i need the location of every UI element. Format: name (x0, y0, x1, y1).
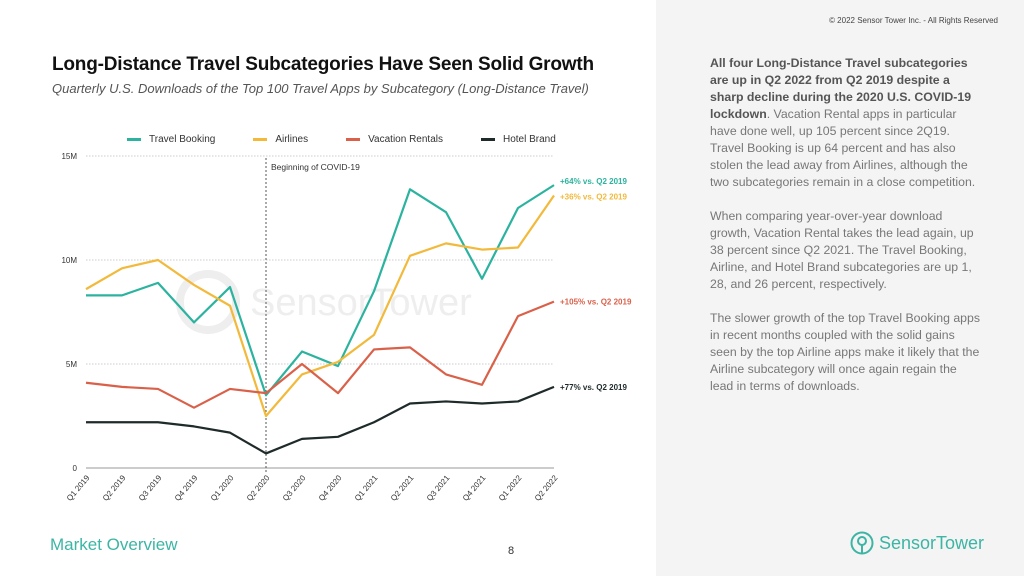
legend-item: Airlines (253, 134, 308, 145)
x-tick-label: Q3 2019 (137, 473, 164, 503)
x-tick-label: Q2 2019 (101, 473, 128, 503)
legend-item: Hotel Brand (480, 134, 556, 145)
x-tick-label: Q2 2020 (245, 473, 272, 503)
series-end-label: +77% vs. Q2 2019 (560, 383, 627, 392)
series-end-label: +36% vs. Q2 2019 (560, 193, 627, 202)
paragraph-3: The slower growth of the top Travel Book… (710, 311, 980, 393)
y-tick-label: 5M (66, 360, 77, 369)
x-tick-label: Q1 2021 (353, 473, 380, 503)
sensor-tower-logo: SensorTower (850, 531, 984, 555)
x-tick-label: Q1 2020 (209, 473, 236, 503)
series-end-label: +105% vs. Q2 2019 (560, 298, 632, 307)
paragraph-1-rest: . Vacation Rental apps in particular hav… (710, 107, 976, 189)
paragraph-2: When comparing year-over-year download g… (710, 209, 974, 291)
x-tick-label: Q3 2020 (281, 473, 308, 503)
chart-legend: Travel Booking Airlines Vacation Rentals Ho… (127, 134, 594, 145)
paragraph-1: All four Long-Distance Travel subcategor… (710, 55, 980, 191)
series-end-label: +64% vs. Q2 2019 (560, 177, 627, 186)
copyright: © 2022 Sensor Tower Inc. - All Rights Re… (829, 16, 998, 25)
legend-label: Hotel Brand (502, 134, 556, 145)
logo-text: SensorTower (879, 532, 985, 553)
legend-swatch (346, 138, 361, 141)
x-tick-label: Q1 2019 (65, 473, 92, 503)
sensor-tower-logo-icon (850, 531, 874, 555)
legend-item: Vacation Rentals (346, 134, 443, 145)
legend-label: Airlines (275, 134, 309, 145)
legend-swatch (127, 138, 141, 141)
legend-label: Vacation Rentals (368, 134, 443, 145)
covid-annotation: Beginning of COVID-19 (271, 162, 360, 172)
y-tick-label: 10M (61, 256, 77, 265)
y-tick-label: 15M (61, 152, 77, 161)
x-tick-label: Q4 2019 (173, 473, 200, 503)
x-tick-label: Q1 2022 (497, 473, 524, 503)
series-line-vacation-rentals (85, 300, 555, 409)
x-tick-label: Q2 2022 (533, 473, 560, 503)
x-tick-label: Q3 2021 (425, 473, 452, 503)
legend-swatch (253, 138, 268, 141)
chart-panel (0, 0, 656, 576)
slide-subtitle: Quarterly U.S. Downloads of the Top 100 … (52, 81, 589, 96)
series-line-hotel-brand (86, 385, 555, 455)
legend-swatch (480, 138, 495, 141)
paragraph-1-bold: All four Long-Distance Travel subcategor… (710, 56, 972, 121)
x-tick-label: Q2 2021 (389, 473, 416, 503)
page-number: 8 (508, 545, 515, 557)
slide-title: Long-Distance Travel Subcategories Have … (52, 54, 594, 75)
legend-item: Travel Booking (127, 134, 215, 145)
legend-label: Travel Booking (149, 134, 216, 145)
section-label: Market Overview (50, 535, 178, 554)
x-tick-label: Q4 2020 (317, 473, 344, 503)
x-tick-label: Q4 2021 (461, 473, 488, 503)
commentary-panel (656, 0, 1024, 576)
y-tick-label: 0 (73, 464, 78, 473)
commentary-text: All four Long-Distance Travel subcategor… (710, 55, 980, 412)
series-line-travel-booking (86, 184, 555, 397)
series-line-airlines (85, 194, 555, 418)
